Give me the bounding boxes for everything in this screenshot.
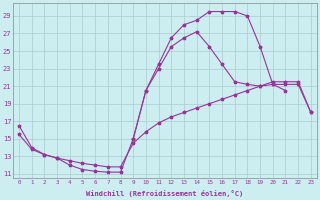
X-axis label: Windchill (Refroidissement éolien,°C): Windchill (Refroidissement éolien,°C) (86, 190, 244, 197)
